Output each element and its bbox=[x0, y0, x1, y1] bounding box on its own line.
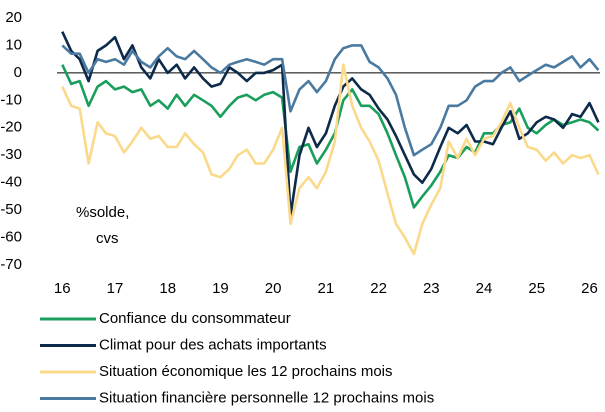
x-tick-label: 21 bbox=[318, 280, 335, 297]
x-tick-label: 18 bbox=[159, 280, 176, 297]
y-tick-label: 10 bbox=[5, 36, 22, 53]
x-tick-label: 19 bbox=[212, 280, 229, 297]
series-line bbox=[61, 31, 600, 217]
legend-label: Climat pour des achats importants bbox=[99, 336, 327, 353]
y-tick-label: -60 bbox=[0, 229, 22, 246]
series-line bbox=[61, 44, 600, 157]
x-tick-label: 20 bbox=[265, 280, 282, 297]
x-tick-label: 24 bbox=[476, 280, 493, 297]
annotation: %solde, bbox=[76, 204, 129, 221]
x-tick-label: 26 bbox=[581, 280, 598, 297]
x-tick-label: 22 bbox=[370, 280, 387, 297]
y-tick-label: -10 bbox=[0, 91, 22, 108]
annotation: cvs bbox=[96, 230, 119, 247]
series-line bbox=[61, 63, 600, 256]
y-tick-label: -20 bbox=[0, 119, 22, 136]
x-tick-label: 17 bbox=[107, 280, 124, 297]
x-tick-label: 16 bbox=[54, 280, 71, 297]
legend-label: Situation financière personnelle 12 proc… bbox=[99, 389, 434, 406]
y-tick-label: -70 bbox=[0, 256, 22, 273]
y-tick-label: -30 bbox=[0, 146, 22, 163]
legend-label: Situation économique les 12 prochains mo… bbox=[99, 363, 393, 380]
y-tick-label: 20 bbox=[5, 9, 22, 26]
x-tick-label: 23 bbox=[423, 280, 440, 297]
series-line bbox=[61, 64, 600, 209]
y-tick-label: -50 bbox=[0, 201, 22, 218]
y-tick-label: 0 bbox=[14, 64, 22, 81]
x-tick-label: 25 bbox=[528, 280, 545, 297]
y-tick-label: -40 bbox=[0, 174, 22, 191]
legend-label: Confiance du consommateur bbox=[99, 310, 291, 327]
